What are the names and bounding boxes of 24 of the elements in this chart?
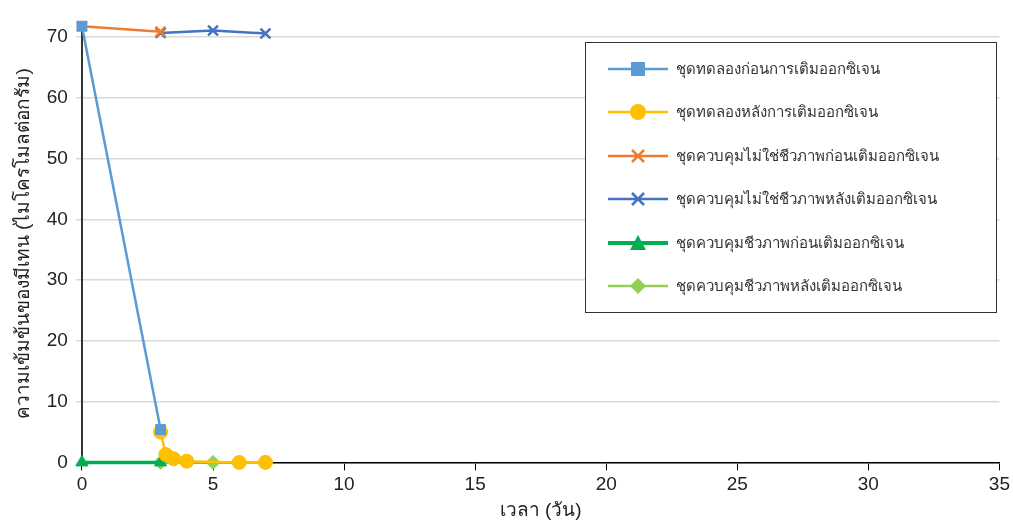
x-tick-label: 15: [464, 473, 486, 495]
legend-label: ชุดทดลองก่อนการเติมออกซิเจน: [676, 58, 880, 81]
y-tick-label: 50: [46, 146, 68, 168]
x-tick-label: 20: [595, 473, 617, 495]
x-axis-title: เวลา (วัน): [499, 498, 582, 520]
x-tick-label: 10: [333, 473, 355, 495]
y-tick-label: 30: [46, 268, 68, 290]
y-axis-title: ความเข้มข้นของมีเทน (ไมโครโมลต่อกรัม): [10, 68, 33, 420]
y-tick-label: 60: [46, 86, 68, 108]
y-tick-label: 40: [46, 207, 68, 229]
x-tick-label: 0: [76, 473, 88, 495]
x-tick-label: 5: [207, 473, 219, 495]
legend-label: ชุดทดลองหลังการเติมออกซิเจน: [676, 102, 878, 124]
y-tick-label: 20: [46, 329, 68, 351]
x-tick-label: 25: [726, 473, 748, 495]
x-tick-label: 35: [988, 473, 1010, 495]
legend-label: ชุดควบคุมชีวภาพก่อนเติมออกซิเจน: [676, 232, 904, 255]
y-tick-label: 0: [57, 450, 68, 472]
legend-label: ชุดควบคุมชีวภาพหลังเติมออกซิเจน: [676, 276, 902, 298]
legend-label: ชุดควบคุมไม่ใช่ชีวภาพก่อนเติมออกซิเจน: [676, 145, 939, 168]
x-tick-label: 30: [857, 473, 879, 495]
legend-label: ชุดควบคุมไม่ใช่ชีวภาพหลังเติมออกซิเจน: [676, 189, 937, 211]
y-tick-label: 70: [46, 25, 68, 47]
y-tick-label: 10: [46, 389, 68, 411]
